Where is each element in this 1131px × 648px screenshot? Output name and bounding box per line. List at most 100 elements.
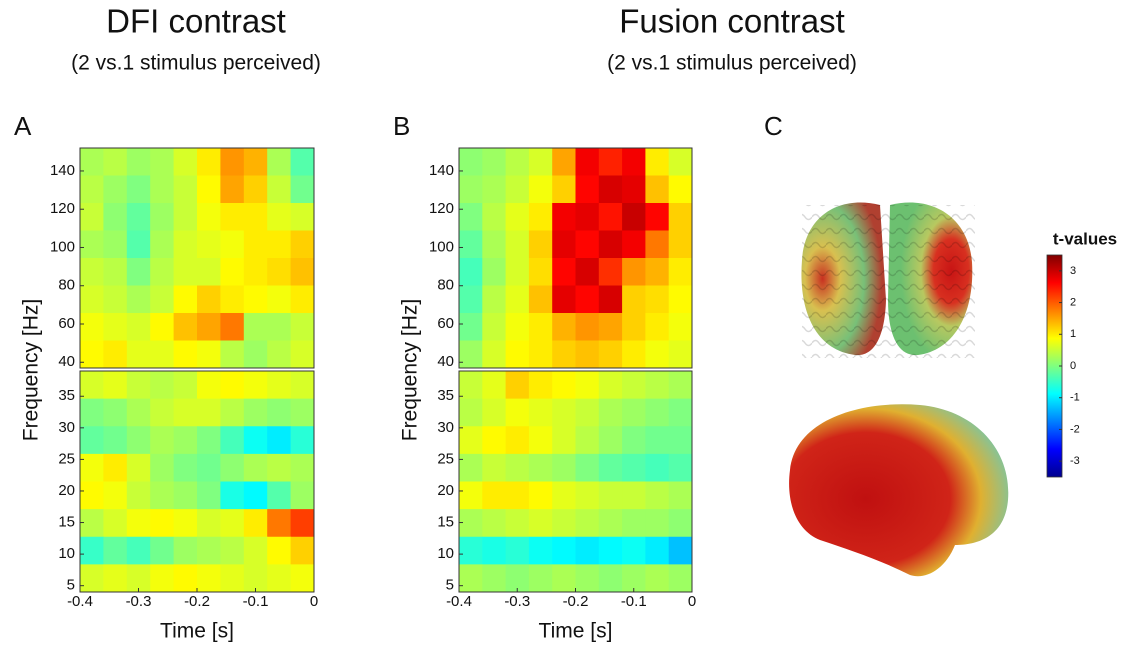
heatmap-cell [150,398,175,427]
heatmap-cell [150,203,175,231]
heatmap-cell [482,258,507,286]
heatmap-cell [197,313,221,341]
heatmap-cell [552,453,576,482]
heatmap-cell [267,258,292,286]
heatmap-cell [267,203,292,231]
heatmap-cell [103,230,128,259]
heatmap-cell [552,148,576,176]
heatmap-cell [598,398,623,427]
heatmap-cell [459,313,483,341]
heatmap-cell [80,509,104,538]
heatmap-cell [528,509,553,538]
x-tick-label: -0.2 [563,593,589,610]
heatmap-cell [622,258,646,286]
heatmap-cell [267,536,292,565]
heatmap-cell [668,426,693,455]
heatmap-cell [80,564,104,593]
heatmap-cell [668,340,693,369]
heatmap-cell [575,203,600,231]
y-tick-label: 15 [437,514,454,531]
heatmap-cell [150,481,175,510]
heatmap-cell [668,230,693,259]
heatmap-cell [552,481,576,510]
heatmap-cell [80,230,104,259]
colorbar-tick-label: -3 [1070,455,1080,467]
heatmap-cell [290,398,315,427]
heatmap-cell [290,453,315,482]
heatmap-cell [103,509,128,538]
heatmap-cell [220,481,245,510]
heatmap-cell [80,175,104,204]
heatmap-cell [575,148,600,176]
heatmap-cell [103,536,128,565]
heatmap-cell [645,481,670,510]
colorbar-tick-label: 0 [1070,360,1076,372]
heatmap-cell [645,230,670,259]
heatmap-cell [80,426,104,455]
heatmap-cell [197,230,221,259]
heatmap-cell [575,481,600,510]
x-tick-label: -0.3 [504,593,530,610]
heatmap-cell [482,536,507,565]
heatmap-cell [80,203,104,231]
heatmap-cell [598,453,623,482]
heatmap-cell [668,148,693,176]
heatmap-cell [505,564,530,593]
heatmap-cell [622,313,646,341]
heatmap-cell [645,398,670,427]
heatmap-cell [243,453,268,482]
heatmap-cell [552,536,576,565]
heatmap-cell [482,340,507,369]
heatmap-cell [290,230,315,259]
y-tick-label: 20 [58,482,75,499]
heatmap-cell [103,398,128,427]
heatmap-cell [645,509,670,538]
heatmap-cell [528,536,553,565]
heatmap-cell [80,536,104,565]
heatmap-cell [80,453,104,482]
heatmap-cell [126,313,151,341]
heatmap-cell [528,285,553,314]
heatmap-cell [220,230,245,259]
heatmap-cell [459,285,483,314]
heatmap-cell [482,426,507,455]
heatmap-cell [528,148,553,176]
heatmap-cell [645,148,670,176]
heatmap-cell [267,175,292,204]
heatmap-cell [126,258,151,286]
heatmap-cell [220,313,245,341]
y-tick-label: 5 [446,577,454,594]
heatmap-cell [197,536,221,565]
y-tick-label: 60 [58,315,75,332]
heatmap-cell [459,564,483,593]
heatmap-cell [197,426,221,455]
heatmap-cell [505,509,530,538]
panel-label: C [764,111,783,141]
heatmap-cell [459,203,483,231]
heatmap-cell [528,426,553,455]
heatmap-cell [290,371,315,400]
heatmap-cell [668,258,693,286]
y-tick-label: 60 [437,315,454,332]
heatmap-cell [103,453,128,482]
heatmap-cell [598,285,623,314]
heatmap-cell [505,371,530,400]
heatmap-cell [459,371,483,400]
heatmap-cell [622,509,646,538]
heatmap-cell [459,148,483,176]
colorbar-tick-label: 1 [1070,328,1076,340]
heatmap-cell [668,285,693,314]
heatmap-cell [598,536,623,565]
heatmap-cell [197,481,221,510]
heatmap-cell [150,509,175,538]
heatmap-cell [575,175,600,204]
heatmap-cell [528,398,553,427]
heatmap-cell [552,258,576,286]
heatmap-cell [126,509,151,538]
heatmap-cell [622,203,646,231]
heatmap-cell [126,285,151,314]
heatmap-cell [505,398,530,427]
heatmap-cell [459,426,483,455]
panel-label: A [14,111,32,141]
heatmap-cell [528,564,553,593]
